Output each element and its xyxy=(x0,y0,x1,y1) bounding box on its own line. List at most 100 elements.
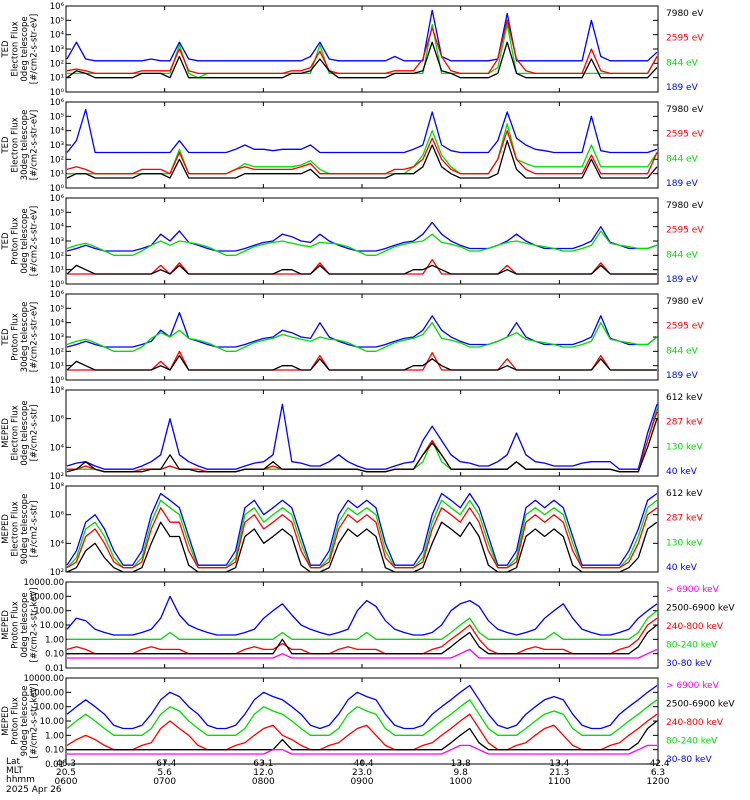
y-axis-title-line: 90deg telescope xyxy=(20,494,30,565)
y-axis-title-line: 0deg telescope xyxy=(20,400,30,465)
series-line xyxy=(66,221,658,252)
x-tick-label-lat: -67.4 xyxy=(153,759,177,769)
legend-entry: 2500-6900 keV xyxy=(666,700,735,710)
series-line xyxy=(66,713,658,751)
y-tick-label: 1000.00 xyxy=(29,688,64,698)
y-tick-label: 10⁴ xyxy=(50,223,65,233)
y-tick-label: 10² xyxy=(50,251,64,261)
x-tick-label-hhmm: 0800 xyxy=(252,777,275,787)
y-tick-label: 100.00 xyxy=(34,607,64,617)
legend-entry: 130 keV xyxy=(666,442,703,452)
x-tick-label-mlt: 6.3 xyxy=(651,768,665,778)
y-axis-title-line: [#/cm2-s-str-eV] xyxy=(30,14,40,84)
legend-entry: 240-800 keV xyxy=(666,622,724,632)
series-line xyxy=(66,418,658,473)
series-line xyxy=(66,322,658,352)
y-tick-label: 1.00 xyxy=(45,635,64,645)
legend-entry: 844 eV xyxy=(666,250,699,260)
legend-entry: 7980 eV xyxy=(666,297,704,307)
y-axis-title-line: 0deg telescope xyxy=(20,592,30,657)
legend-entry: 7980 eV xyxy=(666,9,704,19)
series-line xyxy=(66,521,658,573)
y-tick-label: 10⁸ xyxy=(50,482,65,492)
y-axis-title-line: 30deg telescope xyxy=(20,302,30,373)
series-line xyxy=(66,507,658,569)
legend-entry: 189 eV xyxy=(666,179,699,189)
series-line xyxy=(66,354,657,371)
series-line xyxy=(66,699,658,736)
legend-entry: 2595 eV xyxy=(666,226,704,236)
series-line xyxy=(67,624,658,655)
series-line xyxy=(67,23,658,79)
x-tick-label-hhmm: 1200 xyxy=(647,777,670,787)
y-tick-label: 10³ xyxy=(50,141,64,151)
panel-frame xyxy=(65,677,659,765)
legend-entry: 7980 eV xyxy=(666,105,704,115)
y-tick-label: 10² xyxy=(50,472,64,482)
x-tick-label-lat: 13.8 xyxy=(451,759,471,769)
panel-frame xyxy=(65,101,659,189)
series-line xyxy=(67,408,658,473)
panel-frame xyxy=(65,389,659,477)
y-axis-title-line: MEPED xyxy=(1,706,11,736)
series-line xyxy=(66,130,658,175)
legend-entry: 40 keV xyxy=(666,467,698,477)
y-tick-label: 10⁰ xyxy=(50,184,65,194)
series-line xyxy=(66,108,658,154)
y-axis-title-line: Electron Flux xyxy=(11,21,21,76)
series-line xyxy=(67,610,658,640)
x-tick-label-lat: 63.1 xyxy=(253,759,273,769)
y-tick-label: 0.10 xyxy=(45,650,64,660)
x-tick-label-hhmm: 0600 xyxy=(55,777,78,787)
legend-entry: > 6900 keV xyxy=(666,585,720,595)
x-tick-label-lat: 46.3 xyxy=(56,759,76,769)
y-axis-title-line: MEPED xyxy=(1,514,11,544)
y-tick-label: 10⁵ xyxy=(50,16,64,26)
y-axis-title-line: 30deg telescope xyxy=(20,110,30,181)
y-tick-label: 10.00 xyxy=(40,717,64,727)
legend-entry: 240-800 keV xyxy=(666,718,724,728)
y-tick-label: 10⁰ xyxy=(50,88,65,98)
y-tick-label: 10² xyxy=(50,347,64,357)
y-tick-label: 10³ xyxy=(50,333,64,343)
series-line xyxy=(66,230,658,256)
y-tick-label: 10⁵ xyxy=(50,208,64,218)
legend-entry: 30-80 keV xyxy=(666,755,712,765)
x-tick-label-lat: -42.4 xyxy=(646,759,670,769)
series-line xyxy=(66,311,658,348)
series-line xyxy=(67,350,657,371)
y-tick-label: 0.10 xyxy=(45,746,64,756)
y-tick-label: 10000.00 xyxy=(23,578,64,588)
y-axis-title-line: [#/cm2-s-str-keV] xyxy=(30,684,40,759)
x-tick-label-mlt: 23.0 xyxy=(352,768,372,778)
y-tick-label: 10⁶ xyxy=(50,194,65,204)
y-axis-title-line: [#/cm2-s-str-keV] xyxy=(30,588,40,663)
y-axis-title-line: Electron Flux xyxy=(11,117,21,172)
y-axis-title-line: Proton Flux xyxy=(11,697,21,745)
y-tick-label: 10.00 xyxy=(40,621,64,631)
y-axis-title-line: MEPED xyxy=(1,610,11,640)
legend-entry: 844 eV xyxy=(666,58,699,68)
legend-entry: 189 eV xyxy=(666,83,699,93)
y-axis-title-line: Proton Flux xyxy=(11,313,21,361)
series-line xyxy=(66,403,658,470)
y-tick-label: 10¹ xyxy=(50,74,64,84)
y-tick-label: 10¹ xyxy=(50,362,64,372)
y-axis-title-line: 0deg telescope xyxy=(20,208,30,273)
x-tick-label-mlt: 5.6 xyxy=(158,768,173,778)
y-tick-label: 10⁶ xyxy=(50,290,65,300)
legend-entry: 2500-6900 keV xyxy=(666,604,735,614)
y-tick-label: 10⁴ xyxy=(50,539,65,549)
y-axis-title-line: Electron Flux xyxy=(11,501,21,556)
y-tick-label: 10⁶ xyxy=(50,511,65,521)
y-tick-label: 0.01 xyxy=(45,664,64,674)
series-line xyxy=(66,140,658,179)
series-line xyxy=(66,264,657,275)
series-line xyxy=(66,617,658,655)
y-axis-title-line: TED xyxy=(1,136,11,155)
y-tick-label: 10¹ xyxy=(50,170,64,180)
y-axis-title-line: [#/cm2-s-str-eV] xyxy=(30,110,40,180)
y-axis-title-line: [#/cm2-s-str-eV] xyxy=(30,302,40,372)
series-line xyxy=(67,744,657,755)
